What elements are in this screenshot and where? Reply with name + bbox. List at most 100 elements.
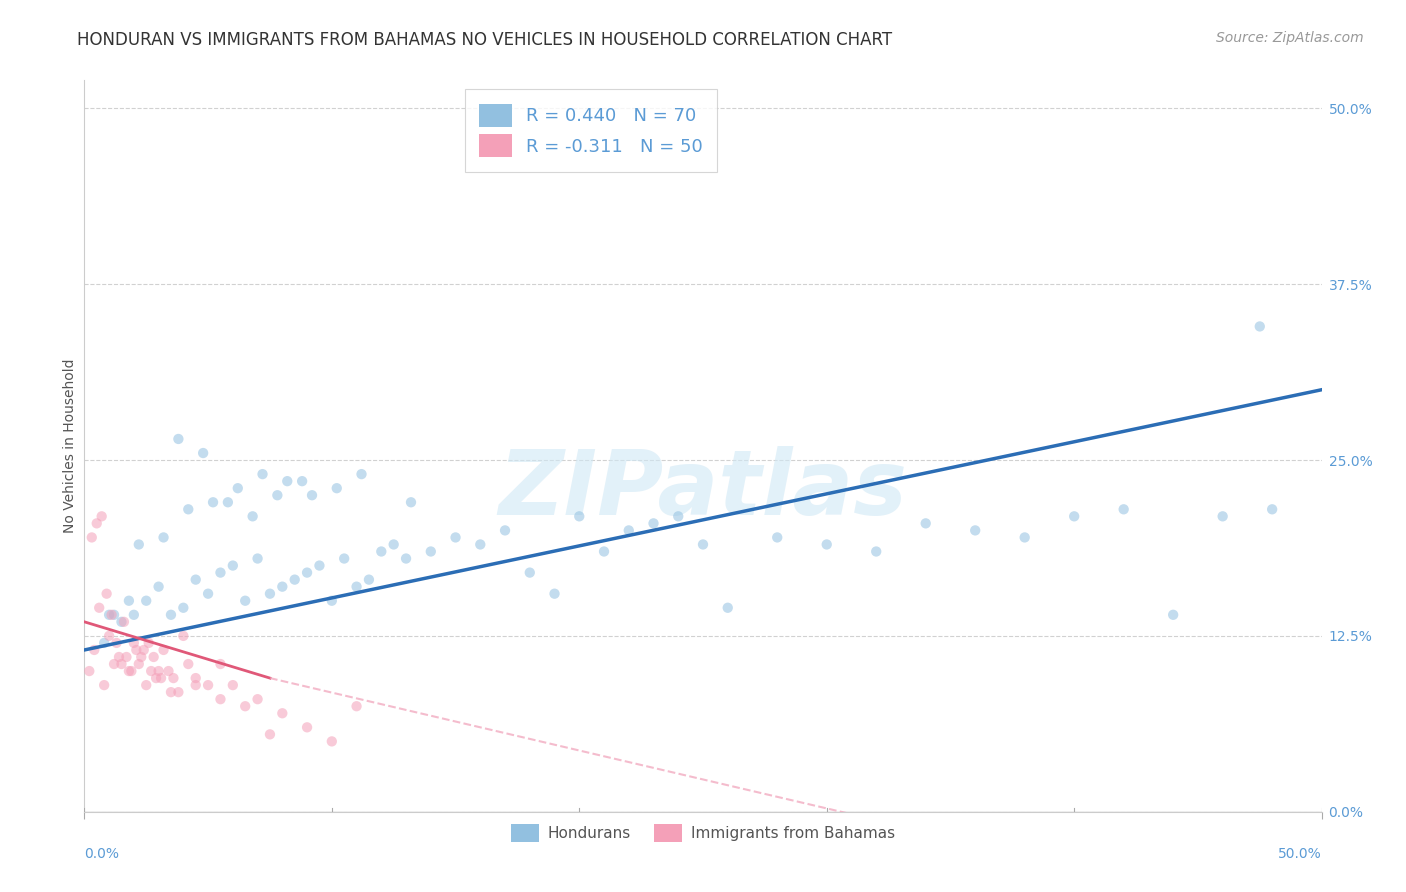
Point xyxy=(1014,530,1036,544)
Point xyxy=(1212,509,1234,524)
Point xyxy=(865,544,887,558)
Point xyxy=(120,664,142,678)
Text: HONDURAN VS IMMIGRANTS FROM BAHAMAS NO VEHICLES IN HOUSEHOLD CORRELATION CHART: HONDURAN VS IMMIGRANTS FROM BAHAMAS NO V… xyxy=(77,31,893,49)
Point xyxy=(246,692,269,706)
Point xyxy=(135,678,157,692)
Point xyxy=(222,678,245,692)
Point xyxy=(222,558,245,573)
Point xyxy=(295,566,318,580)
Point xyxy=(291,474,314,488)
Point xyxy=(93,678,115,692)
Point xyxy=(167,685,190,699)
Point xyxy=(79,664,101,678)
Point xyxy=(321,593,343,607)
Point xyxy=(308,558,330,573)
Point xyxy=(202,495,225,509)
Point xyxy=(321,734,343,748)
Point xyxy=(110,615,132,629)
Point xyxy=(112,615,135,629)
Point xyxy=(184,573,207,587)
Point xyxy=(148,664,170,678)
Point xyxy=(444,530,467,544)
Point xyxy=(152,643,174,657)
Point xyxy=(138,636,160,650)
Point xyxy=(333,551,356,566)
Point xyxy=(172,629,194,643)
Point xyxy=(350,467,373,482)
Point xyxy=(1112,502,1135,516)
Point xyxy=(419,544,441,558)
Point xyxy=(128,657,150,671)
Point xyxy=(105,636,128,650)
Point xyxy=(271,580,294,594)
Text: Source: ZipAtlas.com: Source: ZipAtlas.com xyxy=(1216,31,1364,45)
Point xyxy=(177,502,200,516)
Point xyxy=(167,432,190,446)
Text: 0.0%: 0.0% xyxy=(84,847,120,861)
Point xyxy=(118,593,141,607)
Point xyxy=(98,607,121,622)
Point xyxy=(914,516,936,531)
Point xyxy=(543,587,565,601)
Point xyxy=(395,551,418,566)
Point xyxy=(122,636,145,650)
Point xyxy=(118,664,141,678)
Point xyxy=(370,544,392,558)
Point xyxy=(259,727,281,741)
Point xyxy=(295,720,318,734)
Point xyxy=(128,537,150,551)
Point xyxy=(494,524,516,538)
Point xyxy=(177,657,200,671)
Point xyxy=(593,544,616,558)
Point xyxy=(643,516,665,531)
Point xyxy=(135,593,157,607)
Point xyxy=(157,664,180,678)
Point xyxy=(209,566,232,580)
Point xyxy=(122,607,145,622)
Point xyxy=(184,678,207,692)
Point xyxy=(470,537,492,551)
Point xyxy=(80,530,103,544)
Point xyxy=(98,629,121,643)
Text: ZIPatlas: ZIPatlas xyxy=(499,446,907,534)
Point xyxy=(271,706,294,721)
Point xyxy=(209,657,232,671)
Point xyxy=(96,587,118,601)
Point xyxy=(276,474,298,488)
Point xyxy=(132,643,155,657)
Point xyxy=(233,699,256,714)
Point xyxy=(766,530,789,544)
Point xyxy=(160,607,183,622)
Point xyxy=(191,446,214,460)
Point xyxy=(148,580,170,594)
Point xyxy=(141,664,163,678)
Point xyxy=(1063,509,1085,524)
Point xyxy=(382,537,405,551)
Point xyxy=(326,481,349,495)
Point xyxy=(519,566,541,580)
Point xyxy=(83,643,105,657)
Point xyxy=(152,530,174,544)
Point xyxy=(217,495,239,509)
Point xyxy=(399,495,422,509)
Point xyxy=(90,509,112,524)
Point xyxy=(125,643,148,657)
Point xyxy=(209,692,232,706)
Point xyxy=(197,587,219,601)
Point xyxy=(86,516,108,531)
Point xyxy=(233,593,256,607)
Point xyxy=(1261,502,1284,516)
Point xyxy=(266,488,288,502)
Point xyxy=(115,650,138,665)
Point xyxy=(965,524,987,538)
Point xyxy=(242,509,264,524)
Point xyxy=(301,488,323,502)
Point xyxy=(226,481,249,495)
Point xyxy=(617,524,640,538)
Point xyxy=(284,573,307,587)
Point xyxy=(184,671,207,685)
Point xyxy=(568,509,591,524)
Point xyxy=(150,671,173,685)
Point xyxy=(103,657,125,671)
Legend: Hondurans, Immigrants from Bahamas: Hondurans, Immigrants from Bahamas xyxy=(505,818,901,848)
